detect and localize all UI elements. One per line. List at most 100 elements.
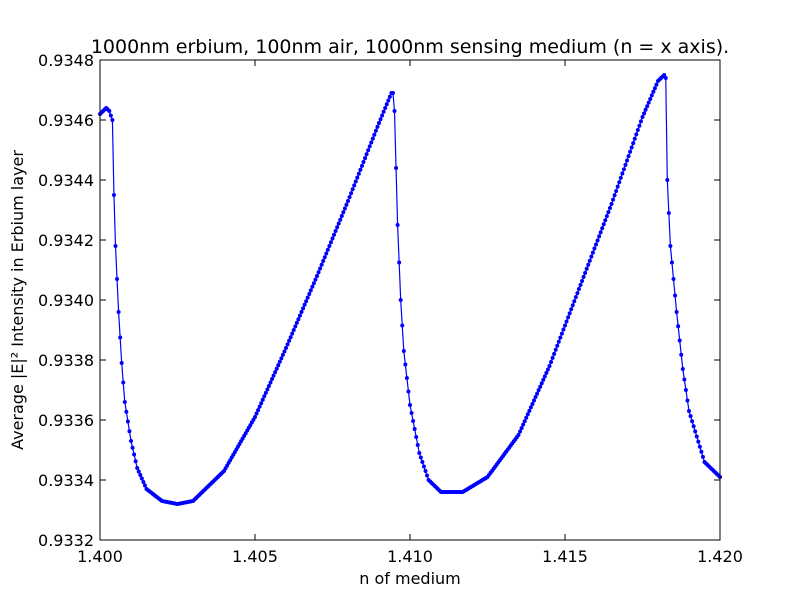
data-point [676, 324, 681, 329]
data-point [634, 132, 639, 137]
data-point [606, 210, 611, 215]
data-point [290, 331, 295, 336]
data-point [121, 380, 126, 385]
data-point [285, 342, 290, 347]
data-point [589, 254, 594, 259]
data-point [521, 422, 526, 427]
data-point [625, 158, 629, 163]
data-point [390, 91, 395, 95]
data-point [406, 389, 411, 394]
data-point [284, 346, 288, 350]
data-point [640, 115, 645, 119]
data-point [341, 210, 346, 215]
data-point [412, 427, 417, 431]
data-point [366, 148, 371, 153]
data-point [518, 429, 523, 434]
data-point [569, 307, 574, 312]
data-point [563, 323, 567, 328]
data-point [549, 359, 554, 364]
data-point [280, 352, 285, 357]
data-point [576, 287, 581, 292]
data-point [327, 244, 332, 248]
data-point [603, 218, 608, 223]
data-point [325, 247, 330, 252]
data-point [262, 394, 267, 399]
data-point [516, 433, 521, 437]
data-point [519, 426, 524, 431]
data-point [115, 277, 120, 281]
data-point [108, 113, 113, 118]
data-point [415, 443, 420, 447]
data-point [335, 225, 340, 230]
data-point [699, 449, 704, 454]
data-point [297, 313, 302, 318]
data-point [553, 347, 558, 352]
data-point [141, 480, 146, 484]
data-point [559, 331, 564, 336]
data-point [282, 349, 287, 354]
data-point [287, 338, 292, 343]
data-point [253, 415, 257, 419]
y-tick-label: 0.9346 [38, 111, 94, 130]
data-point [324, 251, 329, 256]
data-point [142, 483, 147, 488]
data-point [311, 281, 316, 286]
data-point [614, 188, 619, 193]
data-point [129, 439, 133, 443]
data-point [356, 171, 361, 176]
data-point [609, 202, 614, 206]
data-point [397, 260, 402, 265]
data-point [403, 362, 408, 367]
data-point [629, 145, 634, 150]
data-point [618, 175, 623, 180]
data-point [349, 191, 354, 196]
data-point [522, 419, 527, 424]
data-point [132, 452, 137, 457]
data-point [679, 352, 684, 357]
y-tick-label: 0.9334 [38, 471, 94, 490]
data-point [319, 262, 324, 267]
data-point [677, 338, 682, 343]
data-point [524, 415, 529, 420]
data-point [361, 160, 366, 164]
y-tick-label: 0.9336 [38, 411, 94, 430]
data-point [350, 187, 355, 192]
data-point [671, 277, 676, 281]
data-point [394, 166, 399, 170]
data-point [364, 152, 369, 157]
x-tick-label: 1.415 [542, 547, 588, 566]
data-point [649, 93, 654, 98]
data-point [277, 359, 282, 364]
data-point [302, 302, 307, 307]
data-point [316, 270, 321, 275]
data-point [638, 119, 643, 124]
data-point [632, 136, 637, 141]
data-point [642, 111, 647, 116]
data-point [332, 232, 337, 237]
data-point [127, 429, 132, 434]
data-point [669, 260, 674, 265]
data-point [590, 250, 595, 255]
data-point [425, 473, 430, 478]
data-point [347, 195, 352, 200]
data-point [369, 140, 374, 145]
data-point [536, 388, 541, 393]
data-point [339, 214, 344, 218]
data-point [626, 154, 631, 159]
data-point [404, 376, 409, 380]
data-point [545, 367, 550, 372]
data-point [567, 311, 572, 316]
data-point [417, 451, 422, 455]
data-point [690, 419, 695, 424]
data-point [400, 323, 405, 328]
data-point [683, 388, 688, 392]
data-point [386, 98, 391, 103]
data-point [375, 124, 380, 129]
data-point [539, 381, 544, 386]
data-point [694, 434, 699, 439]
data-point [381, 109, 386, 114]
data-point [299, 310, 304, 314]
data-point [578, 283, 583, 287]
data-point [136, 469, 141, 474]
x-axis-label: n of medium [359, 569, 461, 588]
